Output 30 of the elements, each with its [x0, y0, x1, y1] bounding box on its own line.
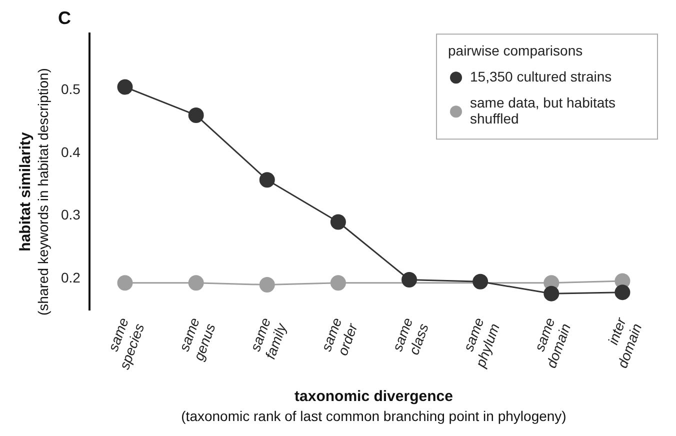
- x-tick-label: inter domain: [604, 314, 645, 370]
- legend-label: same data, but habitats shuffled: [470, 94, 616, 126]
- point: [259, 172, 275, 188]
- x-tick-label: same class: [389, 315, 432, 357]
- point: [117, 79, 133, 95]
- point: [259, 277, 275, 293]
- x-tick-label: same domain: [531, 315, 574, 370]
- point: [117, 275, 133, 291]
- point: [188, 275, 204, 291]
- legend-title: pairwise comparisons: [448, 42, 583, 58]
- y-tick-label: 0.3: [60, 206, 81, 223]
- point: [330, 275, 346, 291]
- chart-title: C: [58, 8, 71, 28]
- x-tick-label: same family: [246, 315, 290, 362]
- x-tick-label: same genus: [176, 315, 218, 363]
- y-axis-title: habitat similarity (shared keywords in habitat description): [17, 68, 51, 316]
- point: [330, 214, 346, 230]
- point: [402, 272, 418, 288]
- x-tick-label: same phylum: [460, 315, 503, 370]
- y-tick-label: 0.2: [60, 269, 81, 286]
- point: [544, 286, 560, 302]
- y-tick-label: 0.4: [60, 144, 81, 160]
- point: [614, 284, 630, 300]
- y-tick-label: 0.5: [60, 80, 81, 97]
- x-tick-label: same order: [318, 315, 361, 358]
- point: [188, 107, 204, 123]
- point: [472, 274, 488, 290]
- x-axis-title: taxonomic divergence (taxonomic rank of last common branching point in phylogeny): [181, 388, 566, 424]
- legend-label: 15,350 cultured strains: [470, 68, 612, 84]
- x-tick-label: same species: [104, 315, 148, 372]
